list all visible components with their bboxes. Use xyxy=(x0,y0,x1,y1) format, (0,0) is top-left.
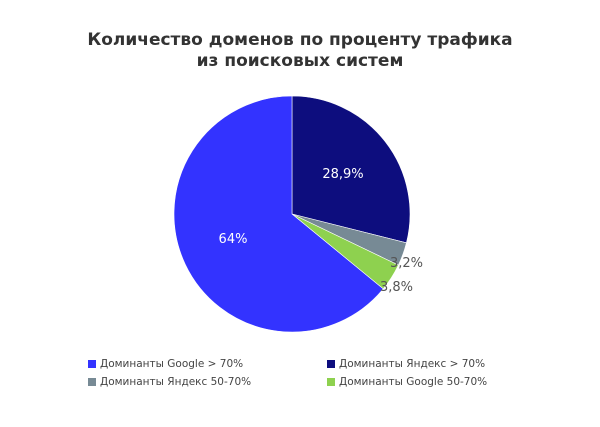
legend-swatch-icon xyxy=(88,378,96,386)
slice-value-label: 28,9% xyxy=(322,167,363,182)
legend-swatch-icon xyxy=(327,360,335,368)
slice-value-label: 64% xyxy=(219,232,248,247)
slice-value-label: 3,2% xyxy=(390,256,423,271)
legend-label: Доминанты Яндекс 50-70% xyxy=(100,376,252,388)
legend-label: Доминанты Google 50-70% xyxy=(339,376,488,388)
slice-value-label: 3,8% xyxy=(380,280,413,295)
legend-swatch-icon xyxy=(327,378,335,386)
pie-slice xyxy=(173,95,384,333)
legend-label: Доминанты Яндекс > 70% xyxy=(339,358,486,370)
legend-item-yandex-50-70: Доминанты Яндекс 50-70% xyxy=(88,375,251,389)
chart-title-line-2: из поисковых систем xyxy=(196,51,404,71)
pie-labels: 28,9% 3,2% 3,8% 64% xyxy=(219,167,423,295)
legend-item-yandex-70: Доминанты Яндекс > 70% xyxy=(327,357,485,371)
pie-slice xyxy=(291,95,411,244)
chart-title: Количество доменов по проценту трафика и… xyxy=(0,30,600,72)
legend-item-google-50-70: Доминанты Google 50-70% xyxy=(327,375,487,389)
chart-title-line-1: Количество доменов по проценту трафика xyxy=(87,30,513,50)
legend-swatch-icon xyxy=(88,360,96,368)
legend: Доминанты Google > 70% Доминанты Яндекс … xyxy=(0,357,600,397)
legend-label: Доминанты Google > 70% xyxy=(100,358,244,370)
legend-item-google-70: Доминанты Google > 70% xyxy=(88,357,243,371)
pie-slices xyxy=(173,95,411,333)
